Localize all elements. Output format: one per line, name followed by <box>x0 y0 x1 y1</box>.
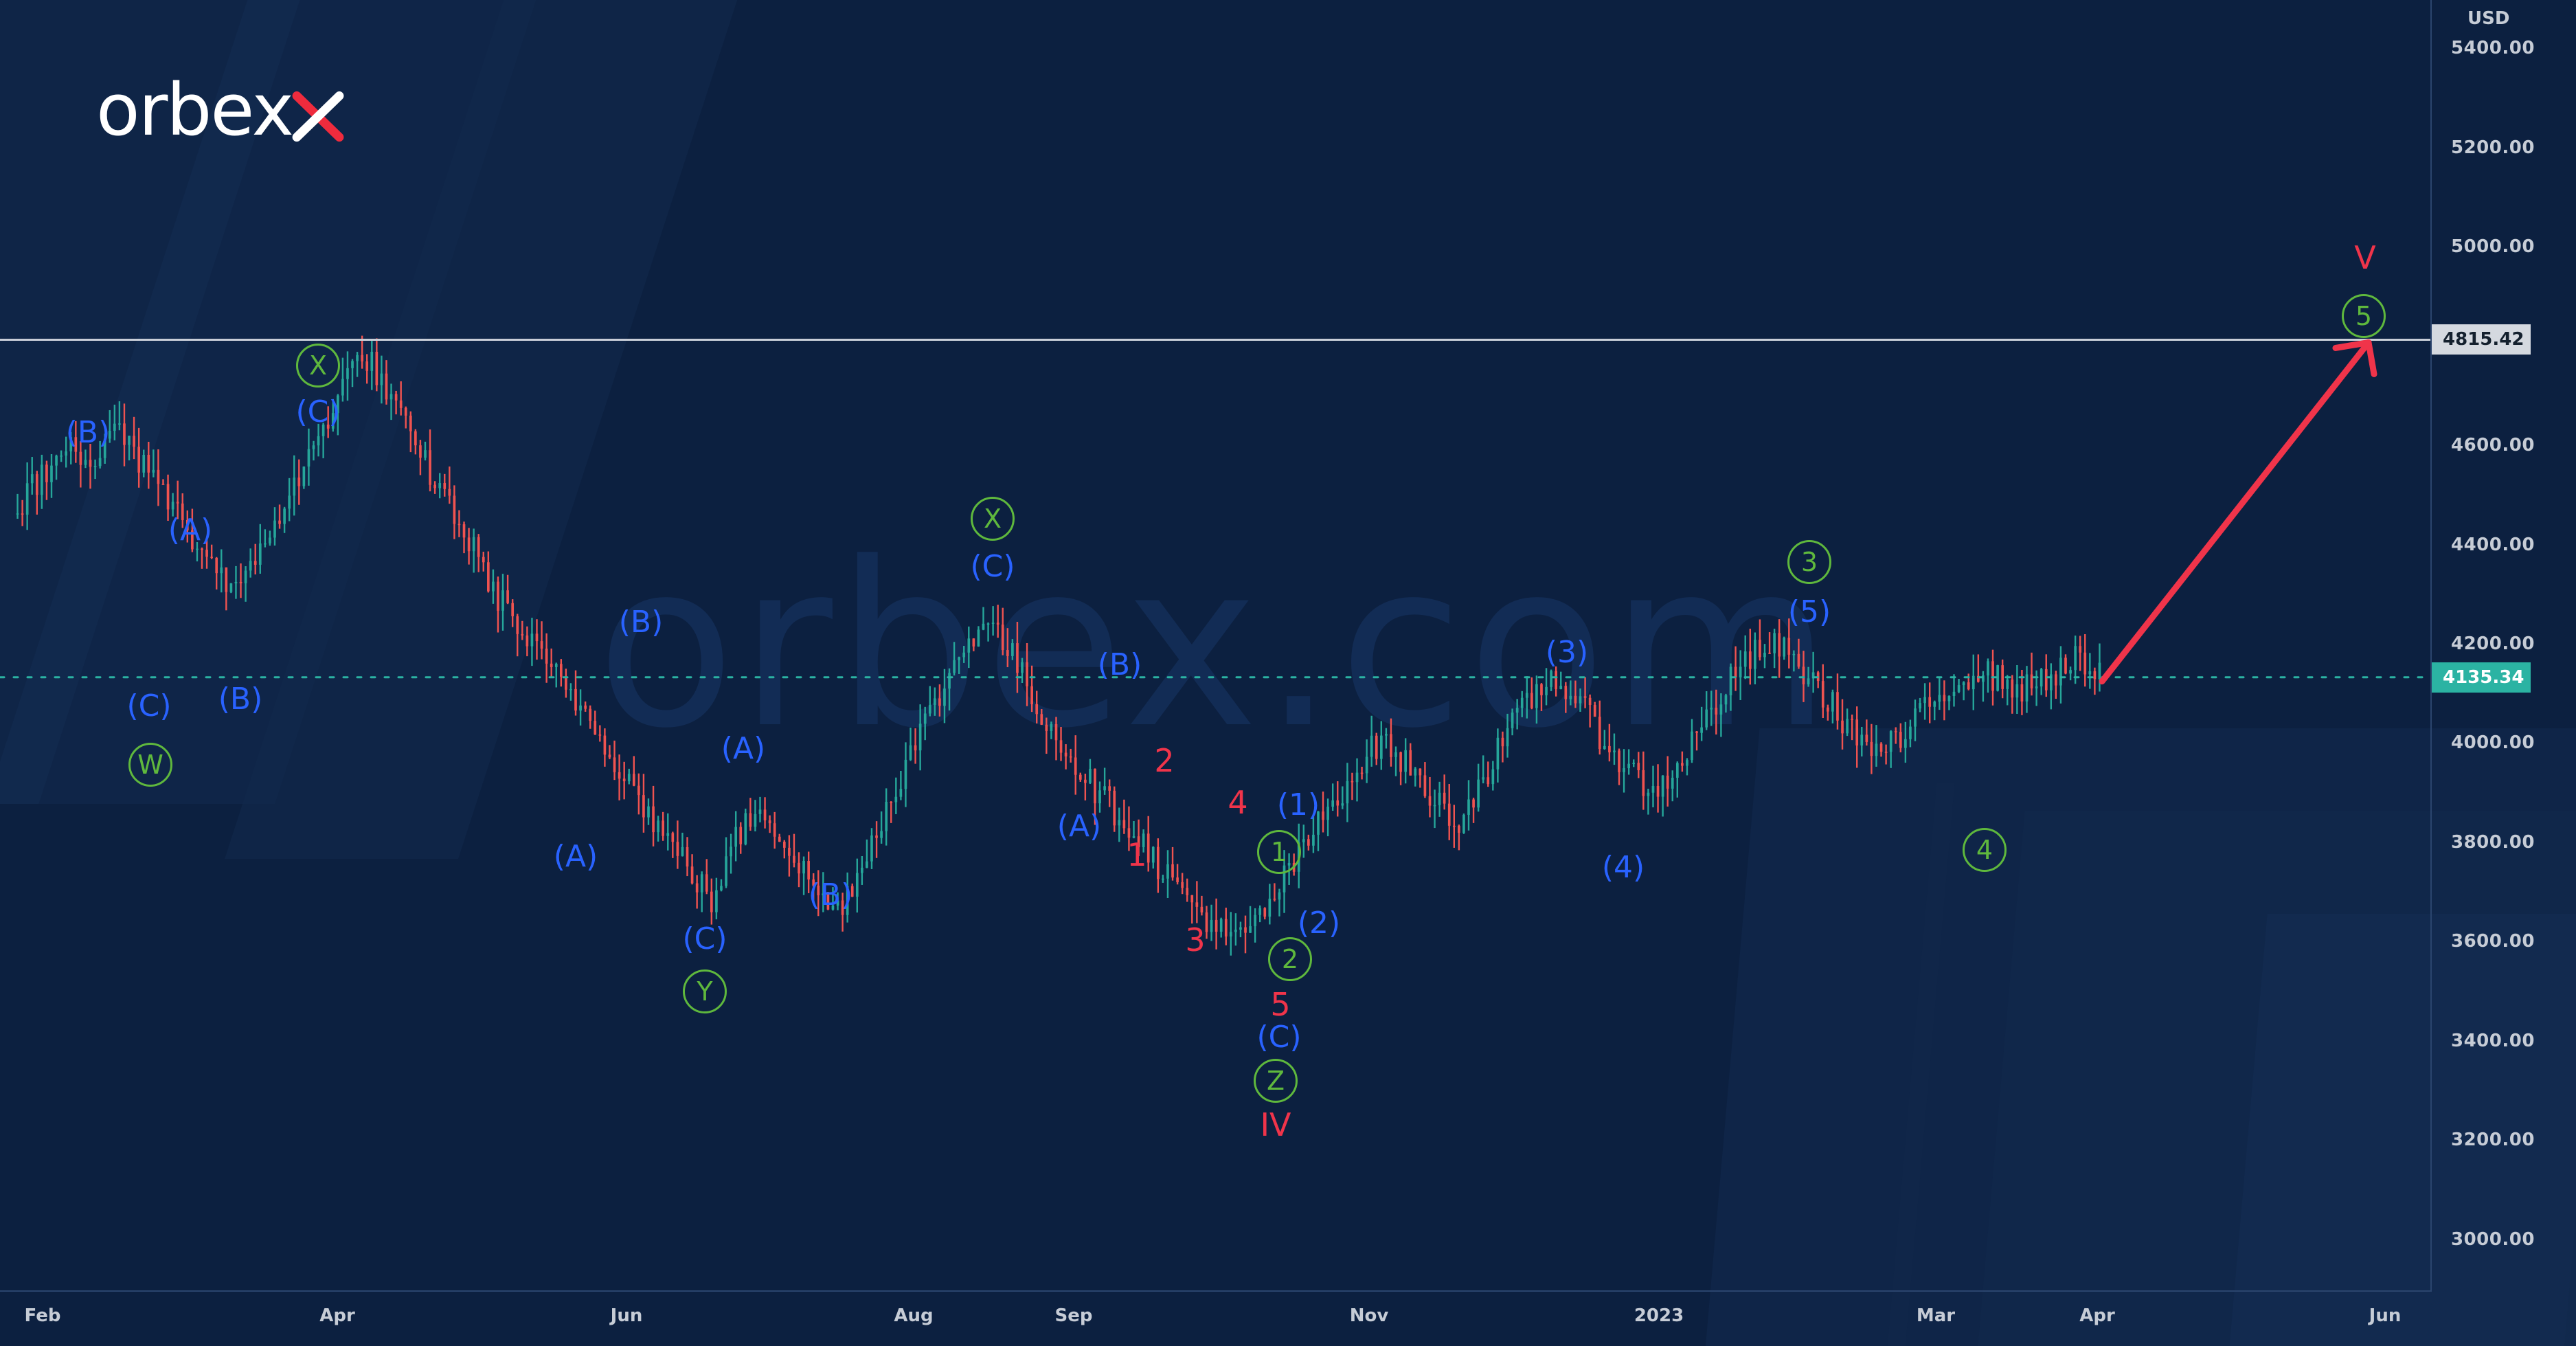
wave-label-x-13: X <box>971 497 1015 541</box>
wave-label-v-35: V <box>2354 239 2376 276</box>
wave-label-3-29: (3) <box>1545 635 1589 670</box>
wave-label-5-25: 5 <box>1270 986 1291 1023</box>
price-tick: 3400.00 <box>2451 1030 2535 1051</box>
wave-label-4-33: 4 <box>1963 828 2007 872</box>
wave-label-1-17: 1 <box>1127 836 1147 873</box>
wave-label-c-14: (C) <box>970 549 1015 584</box>
time-tick: Apr <box>2079 1305 2115 1326</box>
time-tick: Mar <box>1916 1305 1956 1326</box>
wave-label-b-15: (B) <box>1097 647 1142 682</box>
price-axis[interactable]: USD 4815.42 4135.34 5400.00 5200.00 5000.0… <box>2430 0 2576 1292</box>
resistance-price-badge: 4815.42 <box>2432 324 2531 355</box>
wave-label-a-20: (A) <box>1057 809 1102 844</box>
wave-label-4-19: 4 <box>1228 784 1248 821</box>
wave-label-5-32: (5) <box>1787 594 1831 629</box>
time-tick: Aug <box>894 1305 934 1326</box>
candle-series <box>16 335 2101 956</box>
wave-label-2-23: (2) <box>1297 906 1341 941</box>
orbex-logo: orbex <box>96 74 348 146</box>
time-tick: 2023 <box>1634 1305 1684 1326</box>
current-price-badge: 4135.34 <box>2432 662 2531 693</box>
wave-label-x-5: X <box>296 344 340 388</box>
wave-label-c-26: (C) <box>1256 1020 1302 1055</box>
price-tick: 4600.00 <box>2451 435 2535 456</box>
wave-label-y-9: Y <box>683 969 727 1013</box>
wave-label-5-34: 5 <box>2342 294 2386 338</box>
time-tick: Nov <box>1349 1305 1389 1326</box>
wave-label-2-16: 2 <box>1154 742 1175 779</box>
time-tick: Sep <box>1054 1305 1093 1326</box>
wave-label-2-24: 2 <box>1268 937 1312 981</box>
time-tick: Feb <box>24 1305 61 1326</box>
wave-label-a-1: (A) <box>168 513 213 548</box>
wave-label-b-10: (B) <box>618 605 664 640</box>
wave-label-3-18: 3 <box>1185 921 1206 958</box>
time-tick: Jun <box>2369 1305 2402 1326</box>
price-tick: 5200.00 <box>2451 137 2535 158</box>
wave-label-b-3: (B) <box>218 682 263 717</box>
wave-label-b-12: (B) <box>808 877 853 912</box>
price-tick: 4400.00 <box>2451 534 2535 555</box>
price-tick: 3000.00 <box>2451 1229 2535 1250</box>
wave-label-1-21: (1) <box>1276 787 1320 822</box>
wave-label-4-30: (4) <box>1601 850 1645 885</box>
wave-label-a-7: (A) <box>553 839 598 874</box>
candlestick-canvas <box>0 335 2432 956</box>
wave-label-1-22: 1 <box>1257 830 1301 874</box>
price-tick: 4200.00 <box>2451 633 2535 654</box>
wave-label-b-0: (B) <box>65 415 111 450</box>
wave-label-c-8: (C) <box>682 921 727 956</box>
price-tick: 3600.00 <box>2451 931 2535 952</box>
time-tick: Apr <box>319 1305 355 1326</box>
price-tick: 5400.00 <box>2451 38 2535 59</box>
wave-label-c-2: (C) <box>126 688 172 724</box>
price-tick: 5000.00 <box>2451 236 2535 258</box>
logo-x-icon <box>292 91 344 142</box>
time-axis[interactable]: Feb Apr Jun Aug Sep Nov 2023 Mar Apr Jun <box>0 1290 2432 1346</box>
projection-arrow <box>2099 339 2377 685</box>
price-tick: 4000.00 <box>2451 732 2535 754</box>
wave-label-z-27: Z <box>1254 1059 1298 1103</box>
wave-label-c-6: (C) <box>295 394 341 429</box>
logo-wordmark: orbex <box>96 68 294 152</box>
wave-label-3-31: 3 <box>1787 540 1831 584</box>
price-chart[interactable] <box>0 0 2432 1292</box>
price-tick: 3800.00 <box>2451 831 2535 853</box>
wave-label-w-4: W <box>128 743 172 787</box>
wave-label-iv-28: IV <box>1260 1106 1291 1143</box>
wave-label-a-11: (A) <box>721 731 766 766</box>
time-tick: Jun <box>610 1305 643 1326</box>
price-axis-unit: USD <box>2467 8 2510 29</box>
price-tick: 3200.00 <box>2451 1130 2535 1151</box>
